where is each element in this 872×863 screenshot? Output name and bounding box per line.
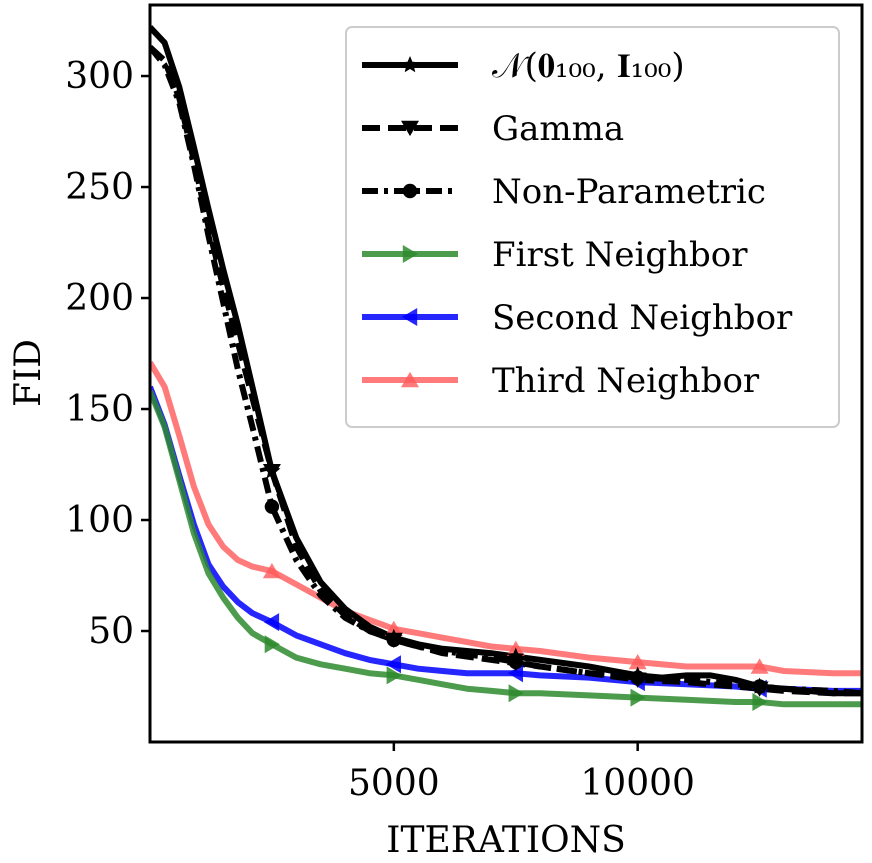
legend-marker-1 — [401, 120, 419, 137]
legend-marker-3 — [402, 245, 419, 263]
series-4-marker-group-2 — [507, 664, 523, 683]
series-0-marker-0 — [263, 462, 281, 479]
legend-item-0: 𝒩(𝟎₁₀₀, 𝐈₁₀₀) — [362, 46, 685, 86]
legend-marker-4 — [401, 308, 418, 326]
legend-box — [345, 26, 840, 428]
series-3-marker-0 — [264, 635, 280, 654]
series-0-marker-2 — [507, 647, 525, 664]
y-tick-label-0: 50 — [88, 611, 134, 652]
legend-marker-5 — [401, 371, 419, 388]
series-0-marker-3 — [629, 666, 647, 683]
series-5-marker-group-4 — [750, 658, 769, 674]
legend-marker-2 — [402, 183, 418, 199]
series-4-marker-group-1 — [385, 655, 401, 674]
series-1-marker-group-3 — [628, 672, 647, 688]
legend-item-3: First Neighbor — [362, 235, 748, 275]
series-5-marker-0 — [262, 563, 281, 579]
legend-item-1: Gamma — [362, 109, 624, 149]
series-5-marker-group-1 — [384, 620, 403, 636]
series-3-marker-group-4 — [752, 693, 768, 711]
series-4-marker-2 — [507, 664, 523, 683]
series-line-3 — [150, 390, 862, 708]
series-3-marker-1 — [386, 666, 402, 685]
y-tick-label-1: 100 — [65, 500, 134, 541]
legend-marker-group-2 — [402, 183, 418, 199]
series-line-5 — [150, 360, 862, 677]
legend-marker-0 — [401, 56, 419, 73]
plot-frame — [148, 3, 864, 744]
legend-label-1: Gamma — [492, 109, 624, 149]
series-3-marker-group-2 — [508, 684, 524, 703]
series-0-marker-group-0 — [263, 462, 281, 479]
legend-items: 𝒩(𝟎₁₀₀, 𝐈₁₀₀) Gamma Non-Parametric First Ne… — [362, 46, 793, 401]
series-1-marker-2 — [506, 656, 525, 672]
series-4-marker-1 — [385, 655, 401, 674]
legend-marker-group-1 — [401, 120, 419, 137]
series-3-marker-group-1 — [386, 666, 402, 685]
series-markers — [262, 462, 769, 711]
series-5-marker-group-0 — [262, 563, 281, 579]
legend-item-5: Third Neighbor — [362, 361, 760, 401]
series-2-marker-0 — [264, 499, 280, 514]
series-3-marker-4 — [752, 693, 768, 711]
y-tick-label-3: 200 — [65, 278, 134, 319]
series-4-marker-group-0 — [263, 613, 280, 632]
legend-item-2: Non-Parametric — [362, 172, 766, 212]
legend-label-3: First Neighbor — [492, 235, 748, 275]
series-3-marker-2 — [508, 684, 524, 703]
x-axis-title: ITERATIONS — [386, 820, 626, 861]
y-axis-title: FID — [8, 339, 49, 407]
y-tick-label-2: 150 — [65, 389, 134, 430]
series-4-marker-0 — [263, 613, 280, 632]
legend-marker-group-5 — [401, 371, 419, 388]
y-tick-label-4: 250 — [65, 167, 134, 208]
series-5-marker-4 — [750, 658, 769, 674]
series-0-marker-4 — [751, 677, 769, 694]
series-0-marker-group-2 — [507, 647, 525, 664]
legend-label-2: Non-Parametric — [492, 172, 766, 212]
series-line-1 — [150, 44, 862, 697]
series-0-marker-1 — [385, 628, 403, 645]
legend-marker-group-4 — [401, 308, 418, 326]
legend-marker-group-3 — [402, 245, 419, 263]
series-line-0 — [150, 25, 862, 697]
series-0-marker-group-3 — [629, 666, 647, 683]
y-tick-label-5: 300 — [65, 56, 134, 97]
series-3-marker-3 — [630, 688, 646, 707]
axis-ticks: 50 100 150 200 250 300 5000 10000 — [65, 56, 695, 804]
series-line-4 — [150, 385, 862, 694]
series-0-marker-group-1 — [385, 628, 403, 645]
series-5-marker-3 — [628, 654, 647, 670]
series-1-marker-group-2 — [506, 656, 525, 672]
series-lines — [150, 25, 862, 708]
x-tick-label-1: 10000 — [580, 763, 695, 804]
series-5-marker-group-3 — [628, 654, 647, 670]
series-2-marker-group-0 — [264, 499, 280, 514]
series-0-marker-group-4 — [751, 677, 769, 694]
legend-marker-group-0 — [401, 56, 419, 73]
series-5-marker-1 — [384, 620, 403, 636]
series-3-marker-group-0 — [264, 635, 280, 654]
legend-label-5: Third Neighbor — [492, 361, 760, 401]
legend-label-4: Second Neighbor — [492, 298, 793, 338]
legend: 𝒩(𝟎₁₀₀, 𝐈₁₀₀) Gamma Non-Parametric First Ne… — [345, 26, 840, 428]
legend-item-4: Second Neighbor — [362, 298, 793, 338]
series-1-marker-3 — [628, 672, 647, 688]
series-3-marker-group-3 — [630, 688, 646, 707]
legend-label-0: 𝒩(𝟎₁₀₀, 𝐈₁₀₀) — [492, 46, 685, 86]
x-tick-label-0: 5000 — [348, 763, 440, 804]
